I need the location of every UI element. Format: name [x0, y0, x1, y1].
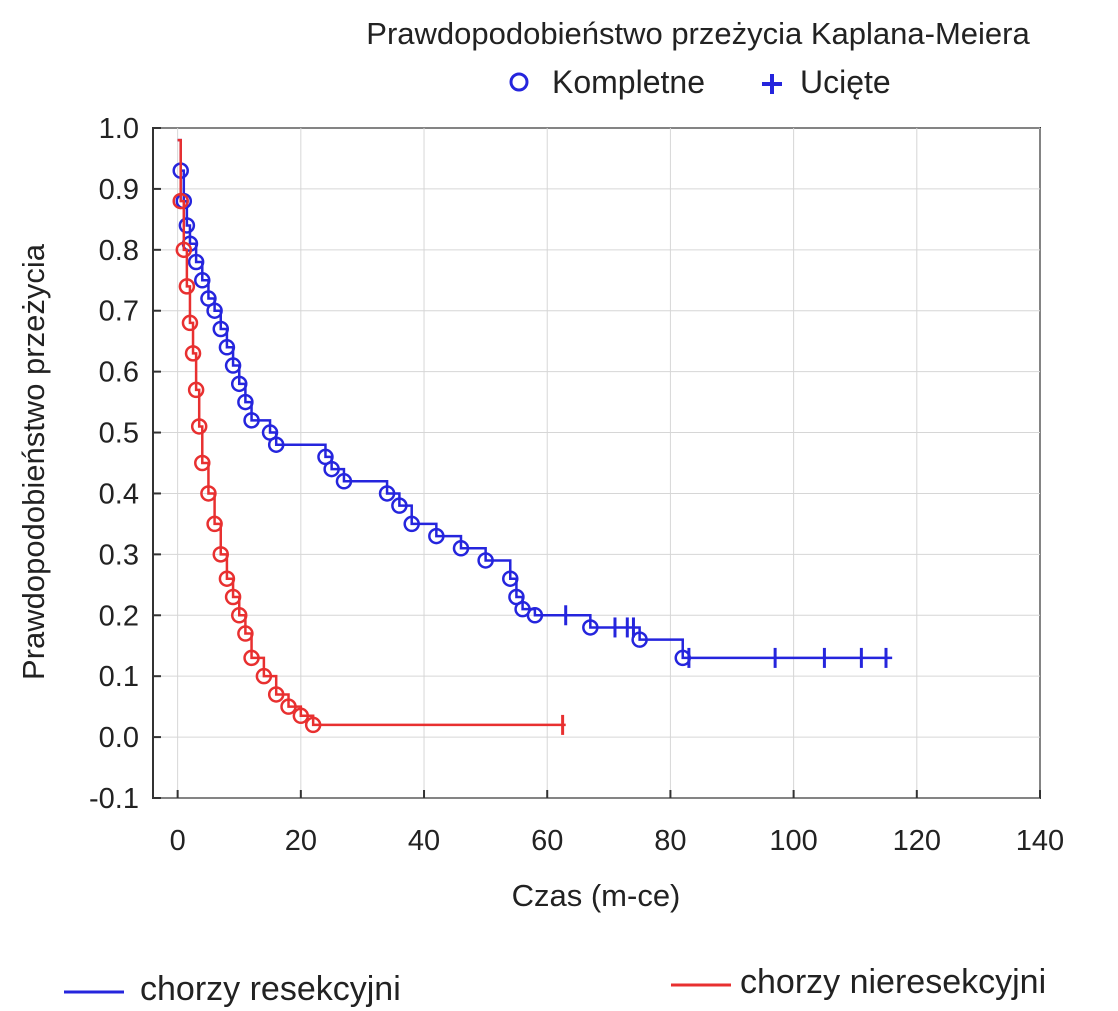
x-tick-label: 20: [285, 825, 317, 857]
event-point: [267, 686, 285, 703]
event-point: [255, 667, 273, 685]
event-point: [243, 412, 260, 429]
event-point: [428, 527, 445, 545]
event-point: [187, 253, 205, 271]
event-point: [230, 375, 248, 393]
event-point: [212, 320, 230, 338]
series-legend: chorzy resekcyjni chorzy nieresekcyjni: [64, 963, 1046, 1008]
event-point: [237, 393, 254, 411]
event-point: [323, 460, 340, 478]
series-resected: [172, 138, 893, 668]
event-point: [403, 515, 420, 533]
x-tick-label: 0: [170, 825, 186, 857]
x-tick-label: 140: [1016, 825, 1064, 857]
event-point: [224, 588, 242, 606]
y-tick-label: 0.2: [99, 600, 139, 632]
event-point: [502, 570, 519, 587]
x-tick-label: 80: [654, 825, 686, 857]
event-point: [582, 619, 599, 636]
event-point: [175, 241, 193, 259]
event-point: [194, 454, 211, 472]
event-point: [190, 418, 208, 435]
event-point: [218, 570, 236, 587]
event-point: [378, 485, 396, 502]
event-point: [212, 546, 230, 563]
y-tick-labels: 1.0 0.9 0.8 0.7 0.6 0.5 0.4 0.3 0.2 0.1 0.0 -0.1: [89, 113, 139, 815]
event-point: [526, 607, 544, 624]
x-tick-label: 40: [408, 825, 440, 857]
legend-complete-label: Kompletne: [552, 64, 705, 100]
event-point: [181, 314, 199, 332]
y-axis-label: Prawdopodobieństwo przeżycia: [16, 243, 51, 680]
event-point: [187, 381, 205, 399]
legend-series-resected: chorzy resekcyjni: [140, 970, 401, 1008]
event-point: [178, 278, 196, 295]
event-point: [477, 552, 494, 569]
y-tick-label: 0.8: [99, 235, 139, 267]
plus-icon: [762, 74, 782, 94]
event-point: [218, 339, 236, 356]
series-nonresected: [172, 138, 566, 735]
y-tick-label: 0.9: [99, 174, 139, 206]
y-tick-label: 0.7: [99, 296, 139, 328]
event-point: [184, 345, 202, 362]
plot-frame: [152, 127, 1041, 799]
chart-title: Prawdopodobieństwo przeżycia Kaplana-Mei…: [366, 16, 1030, 51]
y-tick-label: 0.0: [99, 722, 139, 754]
y-tick-label: 1.0: [99, 113, 139, 145]
event-point: [224, 357, 242, 374]
x-tick-label: 100: [769, 825, 817, 857]
y-tick-label: -0.1: [89, 783, 139, 815]
x-tick-label: 60: [531, 825, 563, 857]
event-point: [304, 716, 322, 734]
legend-censored-label: Ucięte: [800, 64, 891, 100]
event-point: [206, 302, 223, 319]
event-point: [206, 515, 223, 533]
event-point: [292, 707, 310, 725]
series-layer: [172, 138, 893, 735]
legend-series-nonresected: chorzy nieresekcyjni: [740, 963, 1046, 1001]
y-tick-label: 0.1: [99, 661, 139, 693]
event-point: [631, 631, 648, 648]
event-point: [280, 698, 297, 715]
y-tick-label: 0.6: [99, 357, 139, 389]
y-tick-label: 0.3: [99, 539, 139, 571]
event-point: [237, 625, 254, 642]
event-point: [230, 607, 248, 624]
event-point: [172, 192, 189, 210]
event-point: [267, 436, 285, 453]
x-tick-label: 120: [893, 825, 941, 857]
y-tick-label: 0.5: [99, 418, 139, 450]
event-point: [200, 485, 217, 502]
y-tick-label: 0.4: [99, 478, 139, 510]
x-tick-labels: 0 20 40 60 80 100 120 140: [170, 825, 1065, 857]
event-point: [391, 497, 408, 514]
event-point: [178, 217, 196, 234]
x-axis-label: Czas (m-ce): [512, 878, 681, 913]
event-point: [452, 540, 470, 557]
event-point: [194, 272, 211, 289]
event-point: [335, 473, 353, 490]
circle-icon: [509, 72, 529, 92]
grid-lines: [153, 127, 1041, 799]
marker-legend: Kompletne Ucięte: [509, 64, 891, 100]
event-point: [243, 649, 260, 667]
